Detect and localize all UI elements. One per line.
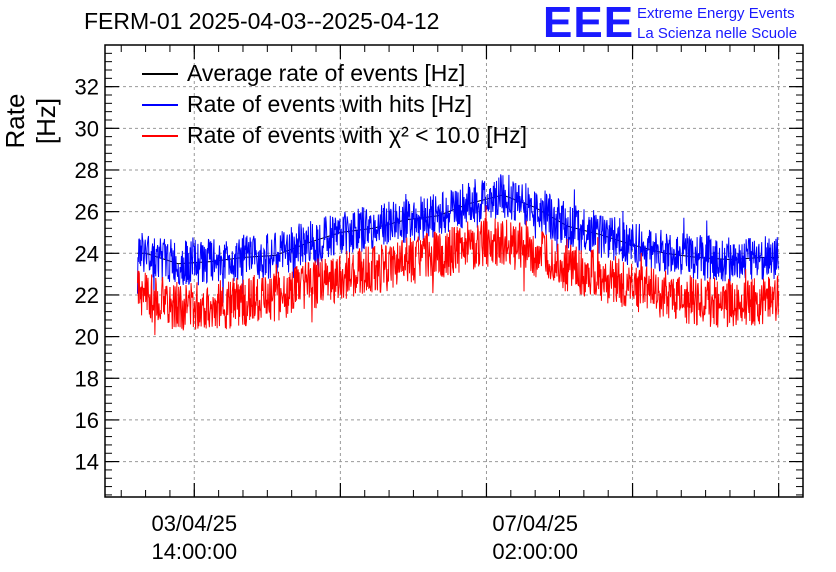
eee-logo-mark: EEE: [543, 0, 635, 47]
y-tick-label: 16: [75, 408, 99, 433]
x-tick-label-time: 02:00:00: [492, 539, 578, 564]
y-tick-label: 22: [75, 283, 99, 308]
y-tick-label: 20: [75, 325, 99, 350]
y-tick-label: 32: [75, 75, 99, 100]
eee-logo: EEE Extreme Energy Events La Scienza nel…: [543, 0, 833, 47]
y-tick-label: 14: [75, 450, 99, 475]
series-line-2: [136, 205, 780, 336]
x-tick-label-date: 03/04/25: [151, 511, 237, 536]
legend-swatch: [142, 73, 178, 75]
legend-swatch: [142, 135, 178, 137]
y-tick-label: 28: [75, 158, 99, 183]
series-line-1: [136, 174, 780, 303]
legend-swatch: [142, 104, 178, 106]
logo-line-2: La Scienza nelle Scuole: [637, 25, 798, 42]
x-tick-label-time: 14:00:00: [151, 539, 237, 564]
y-tick-label: 24: [75, 241, 99, 266]
x-tick-label-date: 07/04/25: [492, 511, 578, 536]
y-tick-label: 26: [75, 200, 99, 225]
y-tick-label: 18: [75, 366, 99, 391]
logo-line-1: Extreme Energy Events: [637, 5, 795, 22]
legend-label: Rate of events with χ² < 10.0 [Hz]: [187, 122, 527, 148]
legend-label: Rate of events with hits [Hz]: [187, 91, 473, 117]
plot-frame: [104, 44, 804, 498]
legend-label: Average rate of events [Hz]: [187, 60, 466, 86]
chart-title: FERM-01 2025-04-03--2025-04-12: [84, 8, 440, 34]
y-tick-label: 30: [75, 116, 99, 141]
